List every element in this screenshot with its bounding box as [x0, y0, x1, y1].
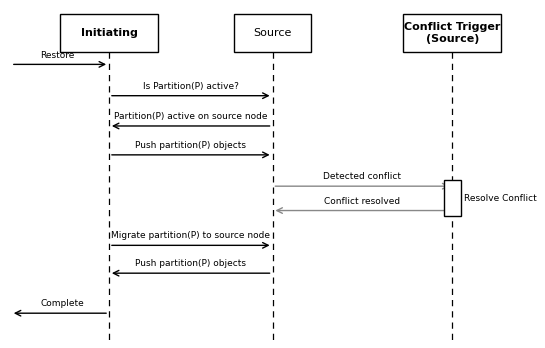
- Text: Push partition(P) objects: Push partition(P) objects: [135, 141, 246, 150]
- Bar: [403, 14, 501, 52]
- Bar: [444, 180, 461, 216]
- Bar: [60, 14, 158, 52]
- Text: Is Partition(P) active?: Is Partition(P) active?: [143, 82, 239, 91]
- Text: Restore: Restore: [40, 50, 75, 60]
- Text: Source: Source: [253, 28, 292, 38]
- Text: Partition(P) active on source node: Partition(P) active on source node: [114, 112, 268, 121]
- Text: Complete: Complete: [40, 299, 84, 308]
- Text: Push partition(P) objects: Push partition(P) objects: [135, 259, 246, 268]
- Text: Resolve Conflict: Resolve Conflict: [464, 194, 536, 203]
- Text: Initiating: Initiating: [81, 28, 137, 38]
- Text: Conflict Trigger
(Source): Conflict Trigger (Source): [404, 22, 500, 44]
- Text: Conflict resolved: Conflict resolved: [324, 197, 401, 206]
- Text: Detected conflict: Detected conflict: [323, 172, 402, 181]
- Text: Migrate partition(P) to source node: Migrate partition(P) to source node: [111, 231, 270, 240]
- Bar: [234, 14, 311, 52]
